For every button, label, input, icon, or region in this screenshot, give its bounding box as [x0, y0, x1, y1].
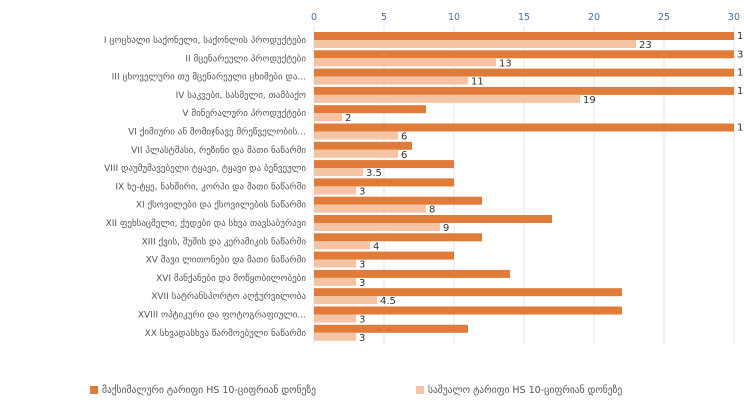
bar-max-tariff — [314, 86, 734, 95]
bar-max-tariff — [314, 269, 510, 278]
data-label-avg: 19 — [583, 95, 596, 106]
category-label: III ცხოველური თუ მცენარეული ცხიმები და..… — [112, 72, 306, 83]
data-label-avg: 23 — [639, 40, 652, 51]
category-label: I ცოცხალი საქონელი, საქონლის პროდუქტები — [104, 35, 307, 46]
data-label-avg: 3 — [359, 315, 365, 326]
category-label: VII პლასტმასი, რეზინი და მათი ნაწარმი — [131, 145, 306, 156]
data-label-avg: 9 — [443, 223, 449, 234]
category-label: VI ქიმიური ან მომიჯნავე მრეწველობის... — [128, 127, 306, 138]
legend-swatch-max — [90, 386, 98, 394]
bar-avg-tariff — [314, 149, 398, 158]
data-label-avg: 13 — [499, 58, 512, 69]
x-tick-label: 30 — [728, 12, 740, 23]
category-labels: I ცოცხალი საქონელი, საქონლის პროდუქტები I… — [104, 35, 307, 339]
x-tick-label: 10 — [448, 12, 460, 23]
category-label: XII ფეხსაცმელი, ქუდები და სხვა თავსაბურა… — [106, 218, 307, 229]
bar-avg-tariff — [314, 113, 342, 122]
bar-avg-tariff — [314, 186, 356, 195]
data-label-avg: 8 — [429, 205, 435, 216]
bar-max-tariff — [314, 233, 482, 242]
bar-avg-tariff — [314, 332, 356, 341]
data-label-max: 1 — [737, 31, 743, 42]
bar-avg-tariff — [314, 259, 356, 268]
data-label-avg: 6 — [401, 150, 407, 161]
bar-max-tariff — [314, 178, 454, 187]
bar-avg-tariff — [314, 76, 468, 85]
bar-avg-tariff — [314, 241, 370, 250]
bar-max-tariff — [314, 141, 412, 150]
bar-max-tariff — [314, 68, 734, 77]
bar-max-tariff — [314, 251, 454, 260]
data-label-avg: 3.5 — [366, 168, 382, 179]
data-label-avg: 4 — [373, 241, 379, 252]
data-label-avg: 3 — [359, 260, 365, 271]
bar-avg-tariff — [314, 168, 363, 177]
bar-max-tariff — [314, 50, 734, 59]
category-label: XVIII ოპტიკური და ფოტოგრაფიული... — [138, 310, 306, 321]
x-tick-label: 5 — [381, 12, 387, 23]
bar-max-tariff — [314, 306, 622, 315]
legend-swatch-avg — [416, 386, 424, 394]
bar-max-tariff — [314, 215, 552, 223]
category-label: XV მავი ლითონები და მათი ნაწარმი — [146, 255, 307, 266]
category-label: II მცენარეული პროდუქტები — [185, 53, 306, 64]
bar-avg-tariff — [314, 131, 398, 140]
bar-avg-tariff — [314, 40, 636, 48]
bar-avg-tariff — [314, 296, 377, 305]
x-tick-label: 20 — [588, 12, 600, 23]
data-label-avg: 11 — [471, 77, 484, 88]
bar-max-tariff — [314, 288, 622, 297]
bar-max-tariff — [314, 123, 734, 132]
x-axis-ticks: 0 5 10 15 20 25 30 — [311, 12, 740, 23]
data-label-max: 1 — [737, 123, 743, 134]
bar-avg-tariff — [314, 277, 356, 286]
x-tick-label: 0 — [311, 12, 317, 23]
category-label: XVII სატრანსპორტო აღჭურვილობა — [151, 291, 306, 302]
data-label-avg: 3 — [359, 186, 365, 197]
data-label-avg: 3 — [359, 278, 365, 289]
bars — [314, 32, 734, 341]
category-label: IV საკვები, სასმელი, თამბაქო — [176, 90, 306, 101]
legend: მაქსიმალური ტარიფი HS 10-ციფრიან დონეზე ს… — [90, 385, 622, 396]
category-label: V მინერალური პროდუქტები — [182, 108, 306, 119]
x-tick-label: 15 — [518, 12, 530, 23]
bar-avg-tariff — [314, 94, 580, 103]
category-label: XVI მანქანები და მოწყობილობები — [156, 273, 306, 284]
bar-max-tariff — [314, 324, 468, 333]
category-label: XX სხვადასხვა წარმოებული ნაწარმი — [145, 328, 307, 339]
data-label-avg: 3 — [359, 333, 365, 344]
bar-max-tariff — [314, 105, 426, 114]
legend-label-avg: საშუალო ტარიფი HS 10-ციფრიან დონეზე — [428, 385, 622, 396]
data-label-max: 1 — [737, 68, 743, 79]
data-label-max: 3 — [737, 49, 743, 60]
bar-max-tariff — [314, 196, 482, 205]
data-label-avg: 4.5 — [380, 296, 396, 307]
category-label: XI ქსოვილები და ქსოვილების ნაწარმი — [136, 200, 307, 211]
bar-avg-tariff — [314, 223, 440, 231]
legend-label-max: მაქსიმალური ტარიფი HS 10-ციფრიან დონეზე — [102, 385, 316, 396]
bar-avg-tariff — [314, 58, 496, 67]
bar-avg-tariff — [314, 204, 426, 213]
bar-max-tariff — [314, 160, 454, 169]
x-tick-label: 25 — [658, 12, 670, 23]
category-label: XIII ქვის, შუშის და კერამიკის ნაწარმი — [142, 236, 307, 247]
data-label-avg: 2 — [345, 113, 351, 124]
bar-max-tariff — [314, 32, 734, 40]
category-label: IX ხე-ტყე, ნახშირი, კორპი და მათი ნაწარმ… — [115, 181, 306, 192]
data-label-max: 1 — [737, 86, 743, 97]
category-label: VIII დაუმუშავებელი ტყავი, ტყავი და ბეწვე… — [104, 163, 306, 174]
bar-avg-tariff — [314, 314, 356, 323]
data-label-avg: 6 — [401, 132, 407, 143]
